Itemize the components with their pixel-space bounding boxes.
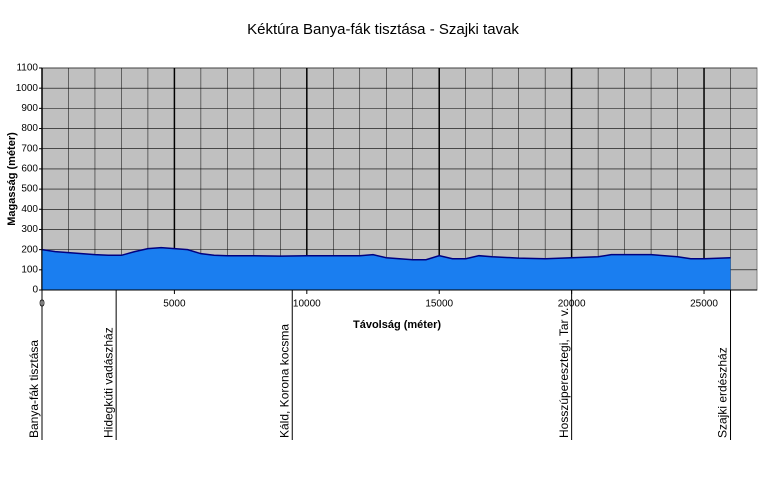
y-tick-label: 500 [21, 184, 38, 195]
station-label: Hidegkúti vadászház [101, 327, 115, 438]
x-tick-label: 15000 [425, 299, 453, 310]
area-fill [42, 247, 731, 290]
y-tick-label: 700 [21, 143, 38, 154]
y-tick-label: 900 [21, 103, 38, 114]
station-label: Szajki erdészház [716, 347, 730, 438]
x-tick-label: 10000 [293, 299, 321, 310]
y-tick-label: 0 [32, 285, 38, 296]
x-tick-label: 25000 [690, 299, 718, 310]
y-tick-label: 300 [21, 224, 38, 235]
y-tick-label: 100 [21, 264, 38, 275]
y-tick-label: 200 [21, 244, 38, 255]
station-label: Káld, Korona kocsma [277, 324, 291, 438]
y-tick-label: 600 [21, 164, 38, 175]
y-tick-label: 1000 [16, 83, 39, 94]
chart-title: Kéktúra Banya-fák tisztása - Szajki tava… [247, 21, 519, 38]
y-tick-label: 1100 [16, 63, 38, 74]
station-label: Banya-fák tisztása [27, 340, 41, 438]
y-axis-title: Magasság (méter) [6, 132, 18, 226]
y-tick-label: 800 [21, 123, 38, 134]
x-tick-label: 5000 [163, 299, 186, 310]
x-axis-title: Távolság (méter) [353, 319, 441, 331]
y-tick-label: 400 [21, 204, 38, 215]
area-line [41, 246, 731, 261]
station-label: Hosszúperesztegi, Tar v. [557, 308, 571, 438]
